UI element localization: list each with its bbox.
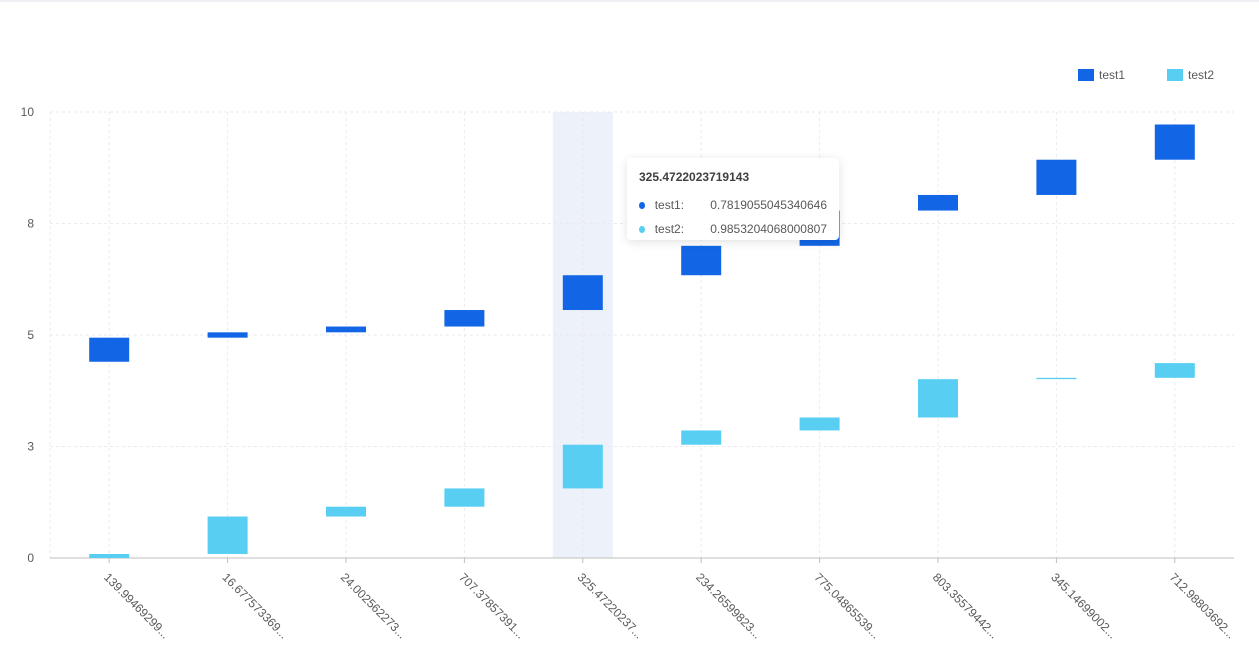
tooltip-series-name: test1: bbox=[654, 198, 685, 212]
x-tick-label: 139.99469299... bbox=[101, 570, 172, 641]
bar-test2 bbox=[326, 506, 366, 517]
bar-test1 bbox=[89, 337, 130, 362]
legend-swatch-test1 bbox=[1078, 69, 1094, 81]
x-tick-label: 16.677573369... bbox=[219, 570, 290, 641]
bar-test2 bbox=[1036, 377, 1077, 380]
x-tick-label: 325.47220237... bbox=[575, 570, 646, 641]
legend-label: test2 bbox=[1188, 68, 1215, 82]
bar-test2 bbox=[444, 488, 485, 507]
bar-test2 bbox=[1154, 363, 1195, 378]
tooltip-marker-test2 bbox=[639, 225, 645, 233]
y-tick-label: 3 bbox=[27, 440, 34, 454]
y-tick-label: 5 bbox=[27, 328, 34, 342]
x-tick-label: 345.14699002... bbox=[1048, 570, 1119, 641]
legend-item-test2[interactable]: test2 bbox=[1167, 68, 1214, 82]
legend-swatch-test2 bbox=[1167, 69, 1184, 81]
tooltip-series-value: 0.7819055045340646 bbox=[710, 198, 827, 212]
tooltip-series-value: 0.9853204068000807 bbox=[710, 222, 827, 236]
bar-test2 bbox=[562, 444, 603, 489]
bar-test2 bbox=[799, 417, 840, 431]
x-tick-label: 775.04865539... bbox=[811, 570, 882, 641]
bar-test1 bbox=[918, 194, 958, 211]
top-divider bbox=[0, 0, 1259, 2]
tooltip-marker-test1 bbox=[639, 201, 645, 209]
bar-test1 bbox=[1154, 124, 1195, 160]
tooltip-title: 325.4722023719143 bbox=[639, 170, 750, 184]
bar-test2 bbox=[918, 379, 958, 418]
bar-test1 bbox=[562, 275, 603, 311]
x-tick-label: 803.35579442... bbox=[930, 570, 1001, 641]
x-tick-label: 712.98803692... bbox=[1167, 570, 1238, 641]
x-tick-label: 707.37857391... bbox=[456, 570, 527, 641]
tooltip: 325.4722023719143 test1: 0.7819055045340… bbox=[627, 158, 839, 240]
bar-test1 bbox=[444, 310, 485, 327]
bar-test2 bbox=[207, 516, 248, 554]
bar-test2 bbox=[681, 430, 722, 445]
bar-test1 bbox=[207, 332, 248, 338]
bar-test1 bbox=[1036, 159, 1077, 195]
legend: test1 test2 bbox=[1078, 68, 1214, 82]
bar-test1 bbox=[326, 326, 366, 333]
bar-test1 bbox=[681, 245, 722, 276]
tooltip-row-test1: test1: 0.7819055045340646 bbox=[639, 193, 827, 217]
bar-test2 bbox=[89, 553, 130, 558]
legend-label: test1 bbox=[1099, 68, 1126, 82]
y-tick-label: 8 bbox=[27, 217, 34, 231]
y-tick-label: 10 bbox=[21, 105, 35, 119]
x-tick-label: 234.26599823... bbox=[693, 570, 764, 641]
legend-item-test1[interactable]: test1 bbox=[1078, 68, 1125, 82]
tooltip-series-name: test2: bbox=[654, 222, 685, 236]
y-tick-label: 0 bbox=[27, 551, 34, 565]
x-tick-label: 24.002562273... bbox=[338, 570, 409, 641]
tooltip-row-test2: test2: 0.9853204068000807 bbox=[639, 217, 827, 241]
